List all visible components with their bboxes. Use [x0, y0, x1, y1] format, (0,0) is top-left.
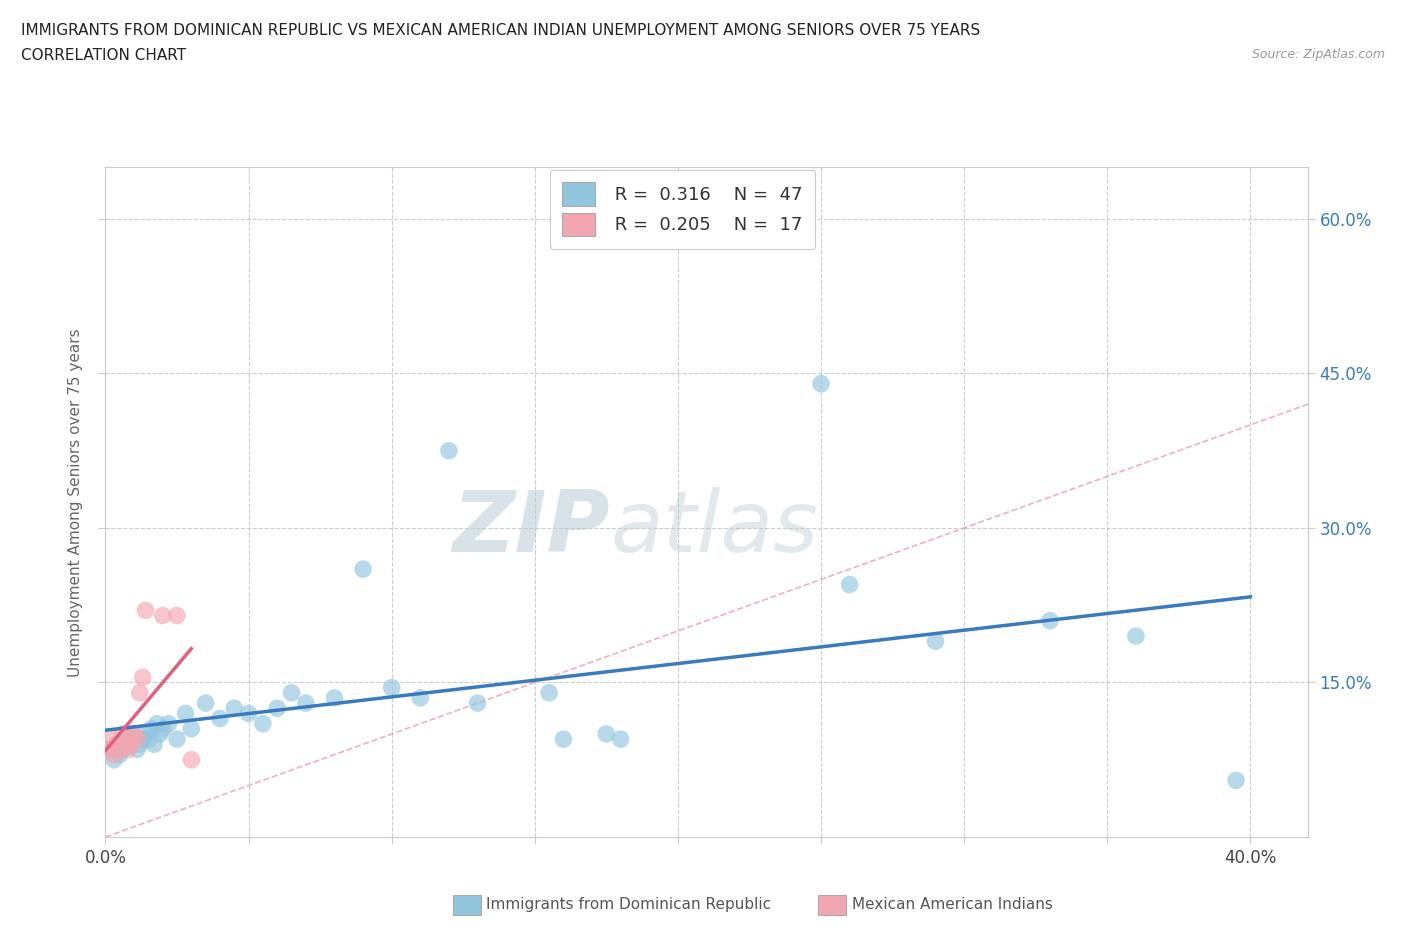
Point [553, 732, 575, 747]
Point [149, 726, 172, 741]
Point [166, 732, 188, 747]
Point [152, 608, 174, 623]
Text: Source: ZipAtlas.com: Source: ZipAtlas.com [1251, 48, 1385, 61]
Point [103, 752, 125, 767]
Point [143, 737, 166, 751]
Point [114, 732, 136, 747]
Text: Immigrants from Dominican Republic: Immigrants from Dominican Republic [486, 897, 772, 912]
Point [295, 696, 318, 711]
Point [180, 722, 202, 737]
Point [467, 696, 489, 711]
Point [924, 634, 946, 649]
Point [114, 732, 136, 747]
Point [1225, 773, 1247, 788]
Point [437, 444, 460, 458]
Point [595, 726, 617, 741]
Point [128, 737, 150, 751]
Point [609, 732, 631, 747]
Point [810, 377, 832, 392]
Point [208, 711, 231, 726]
Point [111, 726, 134, 741]
Point [108, 747, 131, 762]
Point [120, 726, 142, 741]
Point [409, 690, 432, 705]
Point [238, 706, 260, 721]
Point [152, 722, 174, 737]
Point [224, 701, 246, 716]
Point [352, 562, 374, 577]
Text: Mexican American Indians: Mexican American Indians [852, 897, 1053, 912]
Point [100, 742, 122, 757]
Point [117, 742, 139, 757]
Point [194, 696, 217, 711]
Point [122, 726, 145, 741]
Point [838, 578, 860, 592]
Point [1125, 629, 1147, 644]
Text: ZIP: ZIP [453, 487, 610, 570]
Point [131, 732, 153, 747]
Point [111, 742, 134, 757]
Y-axis label: Unemployment Among Seniors over 75 years: Unemployment Among Seniors over 75 years [67, 328, 83, 676]
Point [180, 752, 202, 767]
Point [105, 737, 128, 751]
Point [157, 716, 180, 731]
Point [280, 685, 302, 700]
Legend:  R =  0.316    N =  47,  R =  0.205    N =  17: R = 0.316 N = 47, R = 0.205 N = 17 [550, 170, 815, 248]
Point [266, 701, 288, 716]
Text: IMMIGRANTS FROM DOMINICAN REPUBLIC VS MEXICAN AMERICAN INDIAN UNEMPLOYMENT AMONG: IMMIGRANTS FROM DOMINICAN REPUBLIC VS ME… [21, 23, 980, 38]
Text: CORRELATION CHART: CORRELATION CHART [21, 48, 186, 63]
Point [131, 670, 153, 684]
Point [117, 737, 139, 751]
Point [103, 747, 125, 762]
Point [323, 690, 346, 705]
Point [174, 706, 197, 721]
Point [252, 716, 274, 731]
Point [135, 726, 157, 741]
Point [538, 685, 561, 700]
Point [135, 603, 157, 618]
Point [146, 716, 169, 731]
Point [138, 732, 160, 747]
Point [125, 742, 148, 757]
Point [128, 685, 150, 700]
Point [141, 722, 163, 737]
Point [125, 732, 148, 747]
Point [381, 680, 404, 695]
Point [166, 608, 188, 623]
Point [1039, 613, 1062, 628]
Point [100, 732, 122, 747]
Point [108, 742, 131, 757]
Point [97, 742, 120, 757]
Point [122, 732, 145, 747]
Text: atlas: atlas [610, 487, 818, 570]
Point [105, 737, 128, 751]
Point [120, 737, 142, 751]
